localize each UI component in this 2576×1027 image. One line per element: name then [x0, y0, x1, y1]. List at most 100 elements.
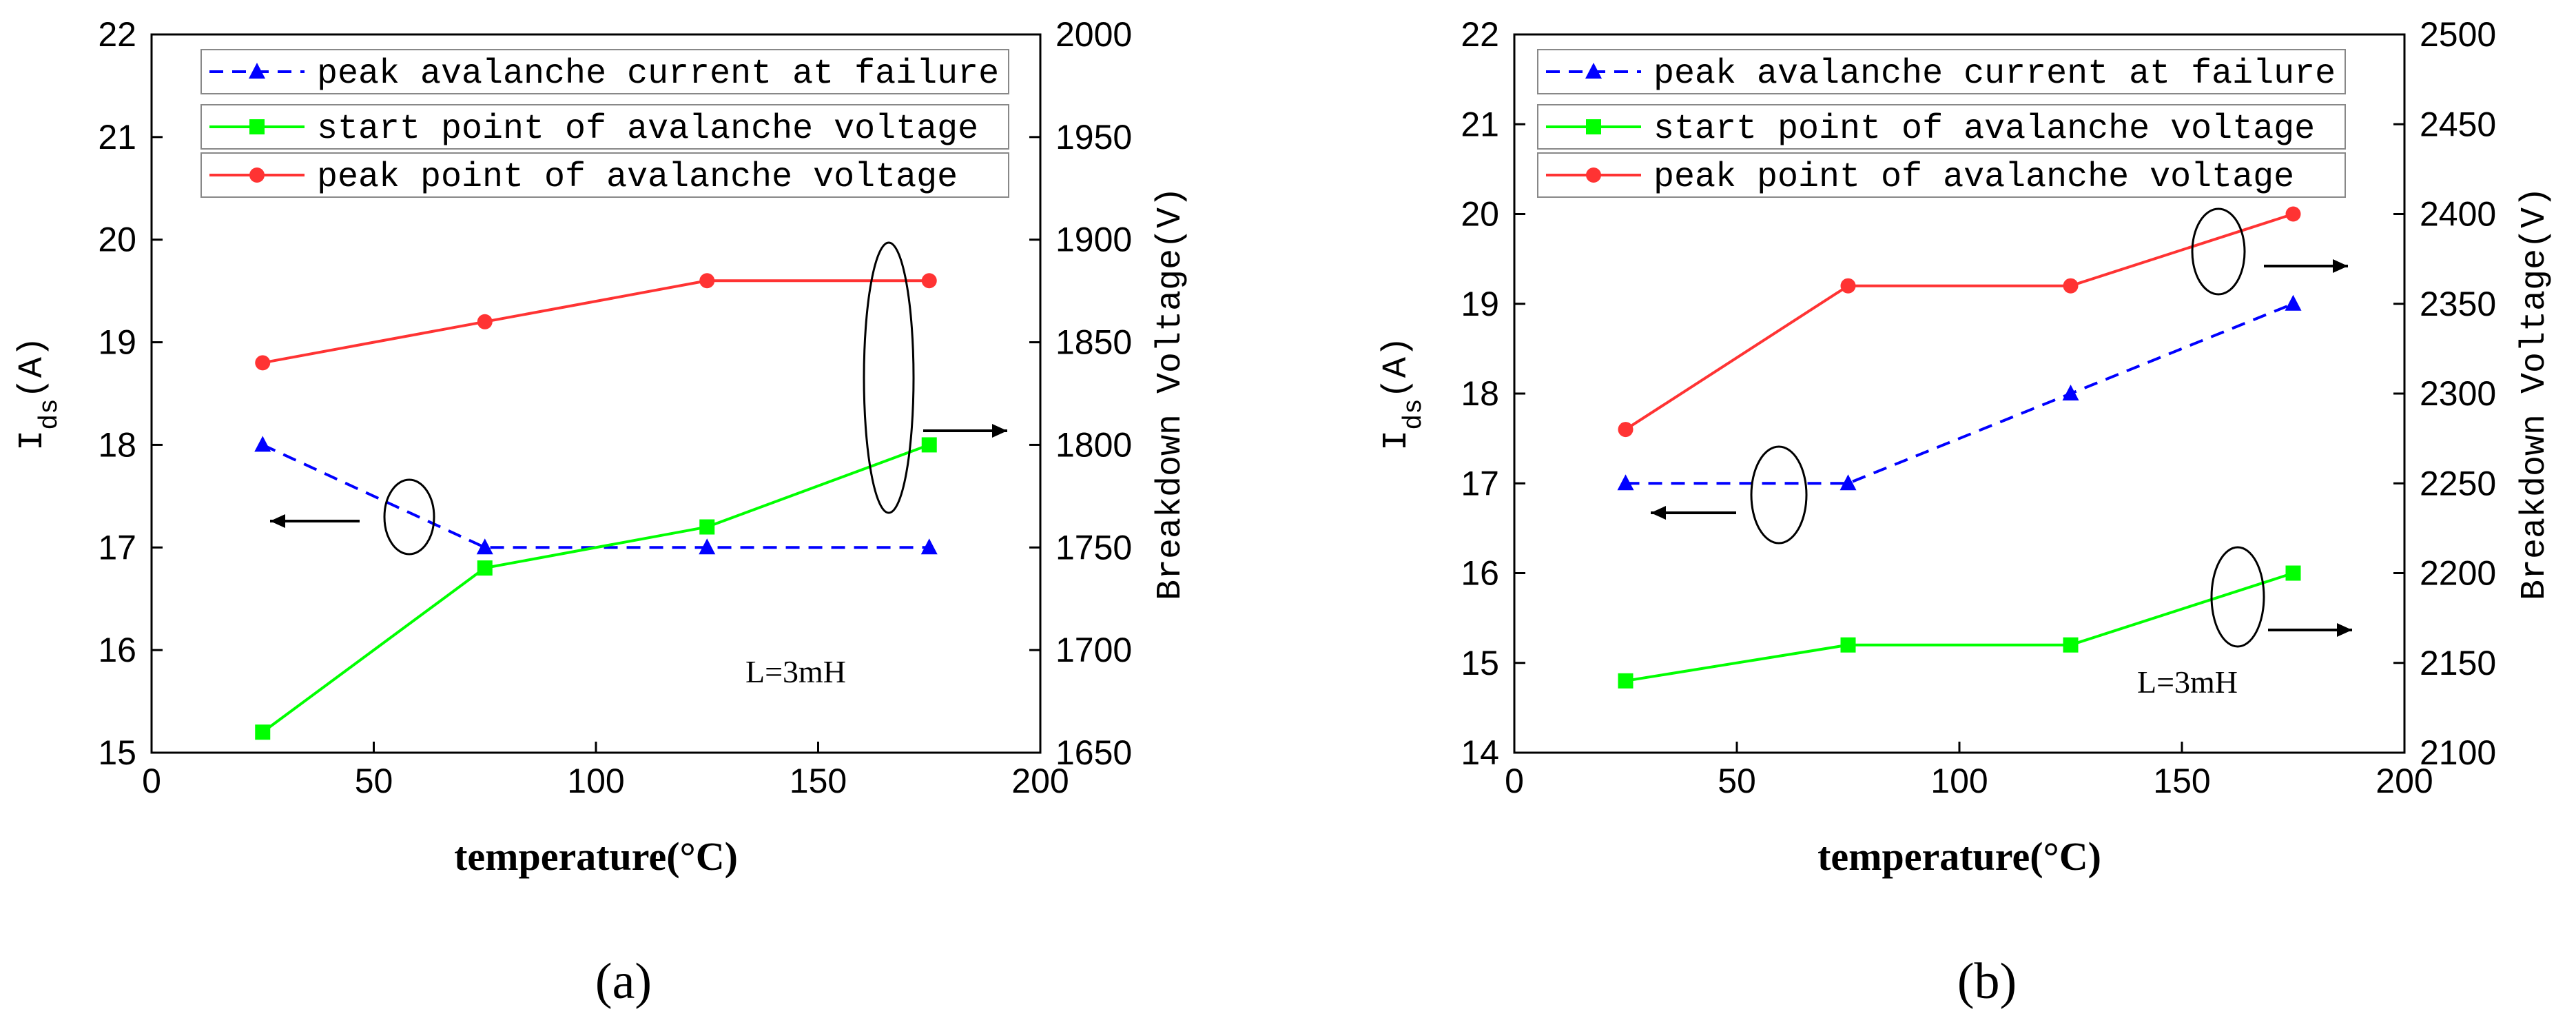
series-0-point: [254, 436, 271, 452]
x-tick-label: 50: [355, 762, 393, 800]
y-right-tick-label: 2100: [2420, 733, 2496, 772]
series-0-point: [1617, 474, 1634, 491]
y-right-tick-label: 2150: [2420, 644, 2496, 682]
x-tick-label: 50: [1718, 762, 1756, 800]
x-tick-label: 0: [142, 762, 161, 800]
series-0-point: [920, 538, 938, 555]
x-tick-label: 200: [1011, 762, 1069, 800]
series-2-point: [699, 273, 715, 289]
legend-swatch-marker: [1586, 119, 1601, 134]
series-1-point: [699, 519, 715, 535]
y-left-tick-label: 22: [1461, 15, 1499, 54]
y-left-tick-label: 14: [1461, 733, 1499, 772]
y-right-tick-label: 2350: [2420, 285, 2496, 323]
legend-label: start point of avalanche voltage: [1653, 110, 2315, 149]
legend-box: [200, 49, 1009, 94]
x-tick-label: 100: [567, 762, 624, 800]
x-axis-label: temperature(°C): [454, 834, 738, 879]
legend-box: [200, 152, 1009, 198]
legend-swatch-marker: [249, 119, 265, 134]
series-1-point: [2285, 565, 2301, 581]
series-line-1: [262, 443, 930, 733]
legend-box: [1537, 104, 2346, 150]
y-right-tick-label: 1650: [1055, 733, 1132, 772]
y-right-tick-label: 1950: [1055, 118, 1132, 156]
y-right-tick-label: 2500: [2420, 15, 2496, 54]
series-2-point: [2063, 278, 2079, 294]
y-right-tick-label: 2250: [2420, 464, 2496, 502]
y-right-axis-label: Breakdown Voltage(V): [1151, 187, 1191, 600]
y-right-tick-label: 2450: [2420, 105, 2496, 143]
y-right-tick-label: 1800: [1055, 425, 1132, 464]
panel-b: 0 50 100 150 200 14 15 16 17 18 19 20 21 22 2100 2150 22…: [1377, 15, 2555, 1010]
y-left-tick-label: 19: [1461, 285, 1499, 323]
y-right-tick-label: 2400: [2420, 195, 2496, 234]
x-tick-label: 100: [1930, 762, 1988, 800]
y-left-tick-label: 16: [98, 631, 136, 669]
legend-swatch-marker: [1586, 167, 1601, 183]
y-left-tick-label: 20: [1461, 195, 1499, 234]
y-left-axis-label: Ids(A): [13, 336, 65, 451]
y-left-tick-label: 17: [1461, 464, 1499, 502]
y-right-axis-label: Breakdown Voltage(V): [2515, 187, 2555, 600]
y-right-tick-label: 1750: [1055, 528, 1132, 567]
x-tick-label: 0: [1505, 762, 1524, 800]
series-0-point: [476, 538, 493, 555]
y-left-tick-label: 21: [98, 118, 136, 156]
x-tick-label: 200: [2376, 762, 2433, 800]
series-2-point: [477, 314, 493, 329]
series-1-point: [2063, 637, 2079, 653]
series-2-point: [1618, 422, 1634, 438]
y-left-tick-label: 15: [98, 733, 136, 772]
y-left-tick-label: 18: [98, 425, 136, 464]
y-right-tick-label: 1900: [1055, 221, 1132, 259]
legend-swatch-marker: [249, 167, 265, 183]
series-0-point: [2062, 385, 2079, 400]
y-left-tick-label: 20: [98, 221, 136, 259]
y-left-axis-label: Ids(A): [1377, 336, 1429, 451]
annotation-ellipse: [863, 241, 915, 514]
series-1-point: [255, 724, 271, 740]
panel-caption: (b): [1957, 953, 2017, 1010]
y-right-tick-label: 2200: [2420, 554, 2496, 593]
annotation-ellipse: [2191, 207, 2246, 296]
y-right-tick-label: 1700: [1055, 631, 1132, 669]
y-left-tick-label: 15: [1461, 644, 1499, 682]
series-2-point: [2285, 206, 2301, 222]
legend-label: peak avalanche current at failure: [317, 54, 999, 94]
series-2-point: [1840, 278, 1856, 294]
legend-label: peak avalanche current at failure: [1653, 54, 2336, 94]
series-1-point: [921, 437, 937, 453]
y-left-tick-label: 19: [98, 323, 136, 362]
legend-label: peak point of avalanche voltage: [317, 158, 958, 197]
annotation-ellipse: [2210, 546, 2265, 648]
annotation-ellipse: [383, 478, 435, 556]
series-line-2: [262, 279, 929, 365]
legend-box: [1537, 152, 2346, 198]
series-line-1: [1625, 571, 2294, 682]
y-left-tick-label: 21: [1461, 105, 1499, 143]
annotation-label: L=3mH: [2137, 664, 2238, 700]
annotation-arrow-head: [270, 514, 285, 528]
series-1-point: [1618, 673, 1634, 689]
x-tick-label: 150: [2153, 762, 2210, 800]
annotation-ellipse: [1750, 445, 1808, 545]
annotation-label: L=3mH: [745, 654, 846, 689]
series-2-point: [921, 273, 937, 289]
legend-label: start point of avalanche voltage: [317, 110, 978, 149]
series-line-2: [1625, 212, 2294, 431]
series-0-point: [2285, 294, 2302, 311]
panel-caption: (a): [595, 953, 652, 1010]
series-2-point: [255, 355, 271, 371]
y-left-tick-label: 22: [98, 15, 136, 54]
annotation-arrow-head: [992, 424, 1007, 438]
series-line-0: [262, 443, 929, 549]
legend-label: peak point of avalanche voltage: [1653, 158, 2294, 197]
y-left-tick-label: 16: [1461, 554, 1499, 593]
legend-box: [1537, 49, 2346, 94]
y-right-tick-label: 2000: [1055, 15, 1132, 54]
y-right-tick-label: 1850: [1055, 323, 1132, 362]
series-0-point: [699, 538, 716, 555]
legend-swatch-marker: [1585, 63, 1602, 79]
